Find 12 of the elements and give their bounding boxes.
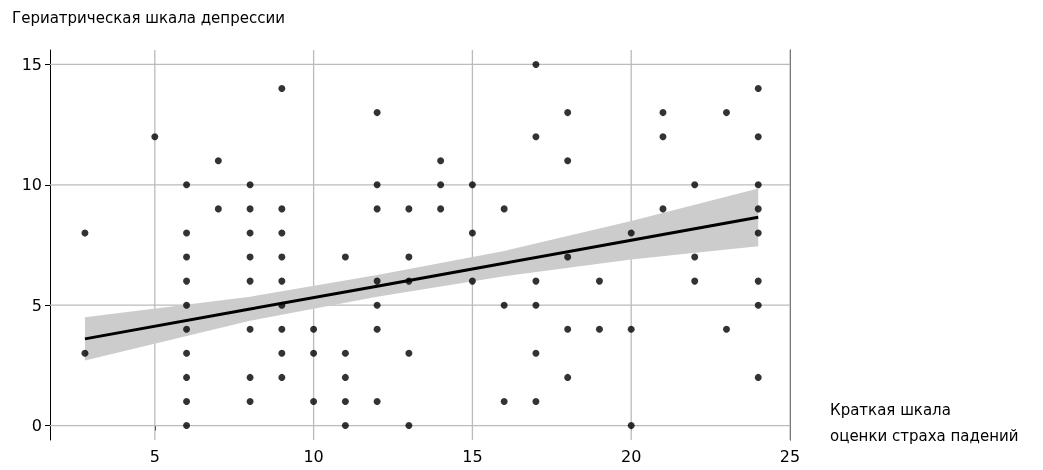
x-tick-label: 10	[303, 446, 324, 466]
x-tick-label: 20	[621, 446, 642, 466]
y-tick-label: 5	[31, 295, 42, 315]
x-tick-label: 25	[779, 446, 801, 466]
y-axis-title: Гериатрическая шкала депрессии	[12, 8, 285, 27]
y-tick-label: 10	[21, 175, 42, 195]
x-tick-label: 15	[462, 446, 483, 466]
y-tick-label: 15	[21, 54, 42, 74]
line-series	[83, 215, 760, 341]
x-tick-label: 5	[149, 446, 160, 466]
y-tick-label: 0	[31, 416, 42, 436]
x-axis-title: Краткая шкала оценки страха падений	[830, 401, 1019, 445]
